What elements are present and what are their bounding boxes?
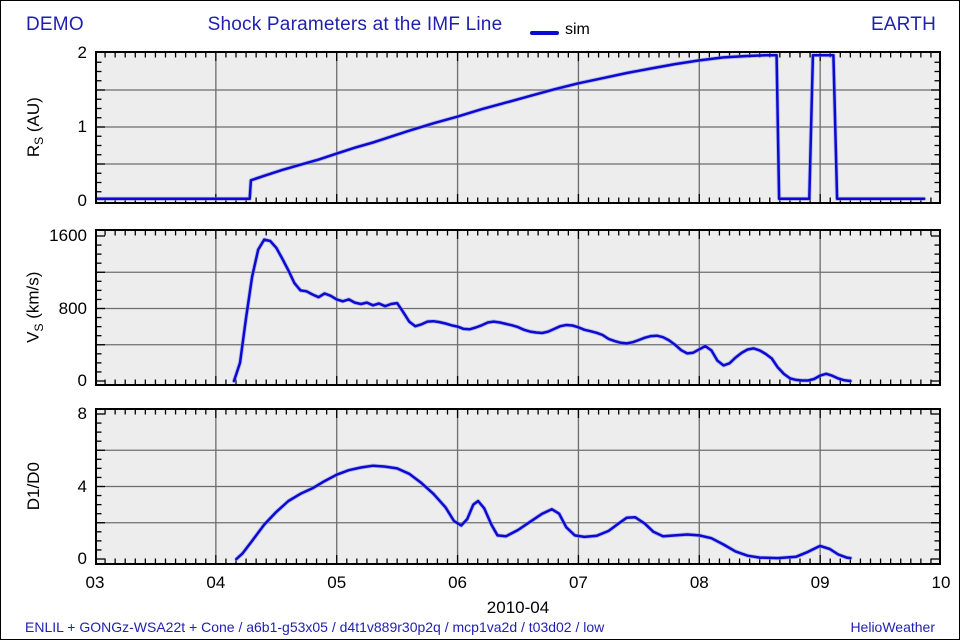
legend-sim-line — [530, 31, 559, 35]
target-label: EARTH — [870, 14, 936, 35]
brand-label: HelioWeather — [850, 619, 935, 635]
shock-distance-sim-curve — [95, 53, 926, 201]
run-label: DEMO — [26, 14, 84, 35]
page-title: Shock Parameters at the IMF Line — [207, 14, 503, 35]
shock-speed-ytick-label: 1600 — [49, 226, 87, 245]
panel-shock-distance — [95, 51, 941, 204]
density-ratio-ytick-label: 4 — [77, 476, 87, 496]
x-tick-label: 05 — [327, 573, 347, 592]
panel-shock-speed — [95, 229, 941, 386]
shock-speed-sim-curve — [232, 238, 852, 383]
shock-distance-ytick-label: 0 — [77, 191, 87, 210]
legend-sim-label: sim — [565, 21, 590, 38]
model-chain-label: ENLIL + GONGz-WSA22t + Cone / a6b1-g53x0… — [25, 619, 605, 635]
density-ratio-ytick-label: 8 — [77, 404, 87, 423]
x-tick-label: 08 — [689, 573, 709, 592]
density-ratio-sim-curve — [235, 464, 852, 561]
x-tick-label: 04 — [206, 573, 226, 592]
density-ratio-ytick-label: 0 — [77, 549, 87, 568]
shock-distance-ytick-label: 1 — [77, 117, 87, 136]
x-tick-label: 09 — [810, 573, 830, 592]
shock-speed-chart — [95, 229, 941, 386]
density-ratio-chart — [95, 408, 941, 565]
x-tick-label: 07 — [568, 573, 588, 592]
shock-distance-ytick-label: 2 — [77, 43, 87, 62]
x-tick-label: 10 — [931, 573, 951, 592]
panel-density-ratio — [95, 408, 941, 565]
shock-speed-ytick-label: 0 — [77, 371, 87, 390]
shock-speed-axis-label: VS (km/s) — [23, 271, 47, 344]
shock-speed-ytick-label: 800 — [58, 298, 87, 318]
shock-distance-axis-label: RS (AU) — [23, 97, 47, 158]
x-tick-label: 06 — [448, 573, 468, 592]
x-tick-label: 03 — [85, 573, 105, 592]
shock-distance-chart — [95, 51, 941, 204]
density-ratio-axis-label: D1/D0 — [23, 462, 43, 511]
x-axis-title: 2010-04 — [486, 598, 550, 617]
